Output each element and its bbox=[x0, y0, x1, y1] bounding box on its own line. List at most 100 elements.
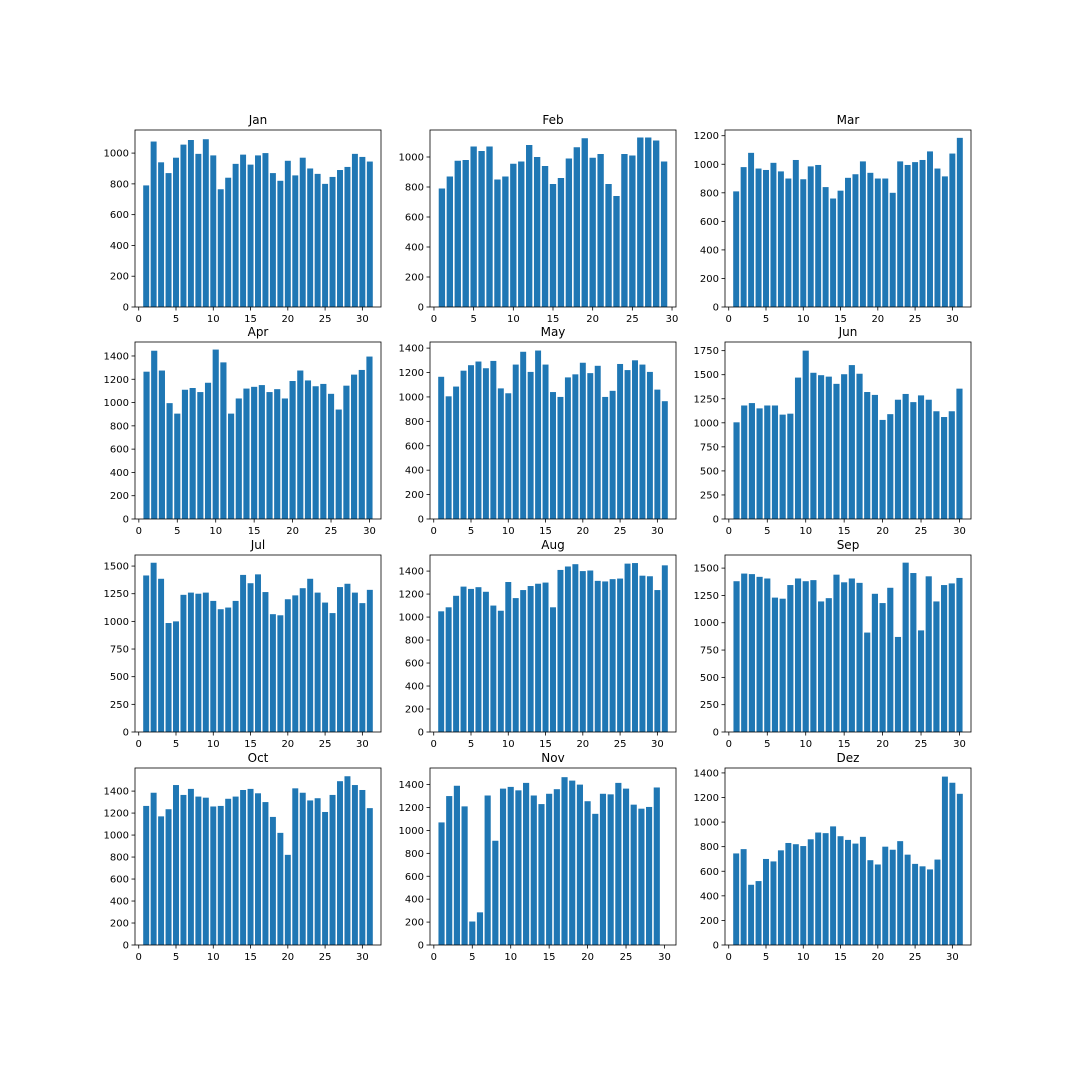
x-tick-label: 25 bbox=[319, 739, 332, 750]
x-tick-label: 25 bbox=[319, 314, 332, 325]
x-tick-label: 0 bbox=[136, 314, 142, 325]
bar-may-day-11 bbox=[512, 364, 519, 519]
bar-apr-day-26 bbox=[335, 409, 342, 519]
y-tick-label: 1000 bbox=[694, 160, 719, 171]
subplot-title: Sep bbox=[837, 538, 860, 552]
subplot-may: May 0 200 400 600 800 1000 1200 1400 0 5 10 15 20 25 30 bbox=[399, 325, 677, 537]
bar-oct-day-3 bbox=[158, 816, 165, 945]
bar-jun-day-21 bbox=[887, 414, 894, 519]
bar-oct-day-11 bbox=[217, 805, 224, 945]
bar-may-day-21 bbox=[587, 373, 594, 519]
bar-jan-day-13 bbox=[232, 163, 239, 307]
bar-jun-day-5 bbox=[764, 405, 771, 519]
x-tick-label: 10 bbox=[207, 314, 220, 325]
bar-mar-day-15 bbox=[837, 190, 844, 307]
bar-oct-day-2 bbox=[150, 792, 157, 945]
bar-oct-day-16 bbox=[255, 793, 261, 945]
bar-jan-day-14 bbox=[240, 154, 247, 307]
bar-dez-day-8 bbox=[785, 842, 792, 945]
x-tick-label: 25 bbox=[325, 526, 338, 537]
bar-jun-day-11 bbox=[810, 372, 817, 519]
bar-mar-day-9 bbox=[792, 159, 799, 307]
y-tick-label: 250 bbox=[700, 700, 719, 711]
bar-sep-day-2 bbox=[741, 573, 748, 732]
y-tick-label: 1400 bbox=[104, 351, 129, 362]
bar-jun-day-28 bbox=[941, 417, 948, 519]
x-tick-label: 0 bbox=[136, 952, 142, 963]
bar-jan-day-31 bbox=[366, 161, 373, 307]
bar-dez-day-26 bbox=[919, 866, 926, 945]
y-tick-label: 600 bbox=[700, 867, 719, 878]
x-tick-label: 20 bbox=[876, 739, 889, 750]
bar-may-day-22 bbox=[594, 365, 601, 519]
bar-apr-day-15 bbox=[251, 386, 258, 519]
bar-feb-day-6 bbox=[478, 151, 485, 307]
x-tick-label: 5 bbox=[764, 526, 770, 537]
bar-feb-day-7 bbox=[486, 146, 493, 307]
bar-jul-day-11 bbox=[217, 609, 224, 732]
axes-frame bbox=[724, 129, 972, 308]
bar-jul-day-15 bbox=[247, 583, 254, 732]
bar-jun-day-30 bbox=[956, 388, 963, 519]
x-tick-label: 20 bbox=[281, 952, 294, 963]
bar-nov-day-6 bbox=[476, 912, 484, 945]
bar-may-day-12 bbox=[520, 351, 527, 519]
y-tick-label: 200 bbox=[405, 273, 424, 284]
bar-jan-day-26 bbox=[329, 176, 336, 307]
bar-oct-day-6 bbox=[180, 794, 187, 945]
bar-dez-day-2 bbox=[740, 849, 747, 946]
bar-aug-day-12 bbox=[520, 590, 527, 732]
bar-jan-day-27 bbox=[337, 170, 343, 307]
y-tick-label: 600 bbox=[110, 875, 129, 886]
y-tick-label: 0 bbox=[418, 303, 424, 314]
y-tick-label: 1500 bbox=[694, 370, 719, 381]
bar-may-day-28 bbox=[639, 364, 646, 519]
x-tick-label: 15 bbox=[539, 739, 552, 750]
subplot-jan: Jan 0 200 400 600 800 1000 0 5 10 15 20 25 30 bbox=[104, 113, 382, 325]
x-tick-label: 10 bbox=[502, 526, 515, 537]
bar-feb-day-2 bbox=[446, 176, 454, 307]
bar-jan-day-3 bbox=[158, 162, 165, 307]
y-tick-label: 400 bbox=[405, 895, 424, 906]
bar-feb-day-21 bbox=[597, 154, 604, 307]
bar-jan-day-1 bbox=[143, 185, 150, 307]
bar-jun-day-1 bbox=[733, 422, 740, 519]
bar-nov-day-1 bbox=[438, 822, 445, 945]
y-tick-label: 600 bbox=[405, 441, 424, 452]
subplot-aug: Aug 0 200 400 600 800 1000 1200 1400 0 5 10 15 20 25 30 bbox=[399, 538, 677, 750]
bar-may-day-10 bbox=[505, 393, 512, 519]
bar-jul-day-27 bbox=[337, 587, 343, 732]
subplot-mar: Mar 0 200 400 600 800 1000 1200 0 5 10 15 20 25 30 bbox=[694, 113, 972, 325]
y-tick-label: 1000 bbox=[694, 618, 719, 629]
y-tick-label: 750 bbox=[700, 442, 719, 453]
x-tick-label: 10 bbox=[207, 952, 220, 963]
x-tick-label: 25 bbox=[319, 952, 332, 963]
bar-dez-day-3 bbox=[748, 884, 755, 945]
x-tick-label: 25 bbox=[909, 952, 922, 963]
bar-jun-day-4 bbox=[756, 408, 763, 520]
bar-feb-day-29 bbox=[660, 161, 668, 307]
bar-nov-day-22 bbox=[599, 793, 607, 945]
x-tick-label: 10 bbox=[799, 526, 812, 537]
bar-oct-day-15 bbox=[247, 788, 254, 945]
bar-jan-day-5 bbox=[173, 157, 179, 307]
x-tick-label: 25 bbox=[909, 314, 922, 325]
bar-aug-day-16 bbox=[550, 607, 556, 732]
bar-aug-day-20 bbox=[579, 571, 586, 732]
subplot-title: Nov bbox=[541, 751, 564, 765]
bar-may-day-29 bbox=[646, 371, 653, 519]
y-tick-label: 250 bbox=[700, 490, 719, 501]
bar-mar-day-11 bbox=[807, 166, 814, 307]
bar-oct-day-7 bbox=[187, 788, 194, 945]
bar-sep-day-25 bbox=[917, 630, 925, 732]
y-tick-label: 200 bbox=[110, 491, 129, 502]
bar-jan-day-29 bbox=[351, 153, 358, 307]
bar-feb-day-9 bbox=[502, 176, 509, 307]
bar-aug-day-3 bbox=[453, 595, 460, 732]
bar-jun-day-10 bbox=[802, 350, 809, 519]
bar-apr-day-23 bbox=[312, 386, 319, 519]
bar-nov-day-11 bbox=[515, 790, 522, 945]
bar-may-day-14 bbox=[535, 350, 542, 519]
bar-nov-day-24 bbox=[615, 782, 622, 945]
bar-jun-day-17 bbox=[856, 373, 863, 519]
